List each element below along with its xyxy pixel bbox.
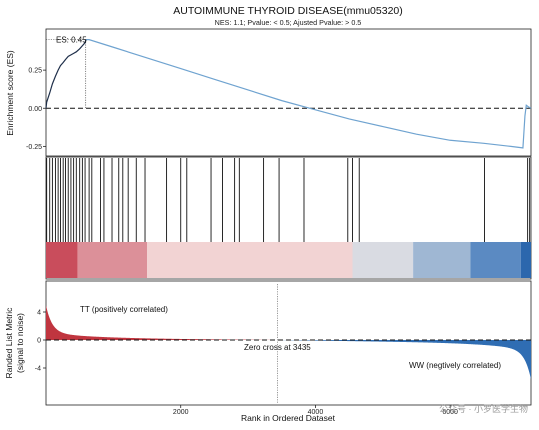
zero-cross-label: Zero cross at 3435	[244, 343, 311, 352]
es-panel	[45, 28, 532, 157]
rank-color-band	[147, 242, 353, 278]
es-curve-line	[85, 39, 532, 149]
negative-metric-area	[277, 339, 531, 380]
chart-subtitle: NES: 1.1; Pvalue: < 0.5; Ajusted Pvalue:…	[215, 18, 362, 27]
watermark-text: 公众号 · 小罗医学生物	[439, 403, 528, 414]
es-y-tick-label: 0.25	[28, 68, 42, 75]
es-y-tick-label: 0.00	[28, 106, 42, 113]
rank-color-band	[470, 242, 521, 278]
x-tick-label: 2000	[173, 409, 189, 416]
metric-y-axis-title-line2: (signal to noise)	[15, 313, 25, 373]
positive-metric-area	[46, 305, 278, 340]
x-tick-label: 4000	[308, 409, 324, 416]
metric-y-tick-label: -4	[35, 366, 41, 373]
metric-y-axis-title-line1: Randed List Metric	[4, 307, 14, 379]
es-y-ticks: 0.25 0.00 -0.25	[26, 68, 46, 151]
x-tick-label: 6000	[442, 409, 458, 416]
rank-color-band	[77, 242, 148, 278]
x-axis-ticks: 2000 4000 6000	[173, 405, 458, 416]
es-peak-label: ES: 0.45	[56, 36, 87, 45]
es-y-axis-title: Enrichment score (ES)	[5, 50, 15, 136]
rank-color-band	[413, 242, 471, 278]
es-y-tick-label: -0.25	[26, 144, 42, 151]
gene-hit-lines	[46, 158, 531, 242]
positive-correlation-label: TT (positively correlated)	[80, 305, 168, 314]
chart-title: AUTOIMMUNE THYROID DISEASE(mmu05320)	[173, 5, 403, 17]
x-axis-title: Rank in Ordered Dataset	[241, 413, 336, 423]
metric-y-ticks: 4 0 -4	[35, 310, 46, 373]
metric-y-tick-label: 0	[37, 338, 41, 345]
rank-color-band	[352, 242, 414, 278]
negative-correlation-label: WW (negtively correlated)	[409, 361, 501, 370]
ranked-metric-area	[46, 305, 531, 380]
rank-color-band	[520, 242, 531, 278]
metric-y-tick-label: 4	[37, 310, 41, 317]
es-curve-leading-edge	[45, 39, 87, 109]
rank-color-band	[46, 242, 78, 278]
rank-color-bands	[46, 242, 531, 278]
